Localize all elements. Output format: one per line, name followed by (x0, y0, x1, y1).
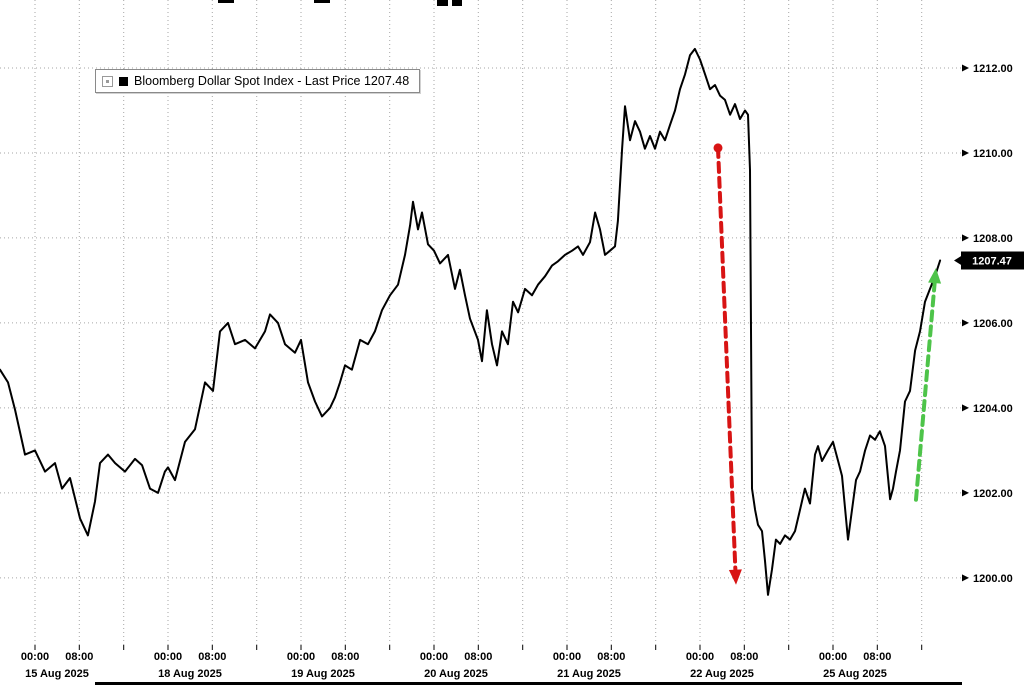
svg-text:1206.00: 1206.00 (973, 318, 1013, 330)
svg-text:08:00: 08:00 (464, 651, 492, 663)
rebound-arrow (914, 268, 942, 502)
cropped-top-artifact (218, 0, 462, 6)
svg-text:22 Aug 2025: 22 Aug 2025 (690, 668, 754, 680)
svg-text:00:00: 00:00 (686, 651, 714, 663)
crash-arrow (713, 143, 742, 585)
svg-text:15 Aug 2025: 15 Aug 2025 (25, 668, 89, 680)
svg-text:1204.00: 1204.00 (973, 403, 1013, 415)
svg-text:1212.00: 1212.00 (973, 63, 1013, 75)
svg-text:08:00: 08:00 (730, 651, 758, 663)
svg-text:20 Aug 2025: 20 Aug 2025 (424, 668, 488, 680)
svg-text:00:00: 00:00 (420, 651, 448, 663)
x-axis: 00:00 08:00 15 Aug 2025 00:00 08:00 18 Aug 20… (21, 645, 923, 680)
svg-text:18 Aug 2025: 18 Aug 2025 (158, 668, 222, 680)
svg-text:00:00: 00:00 (154, 651, 182, 663)
svg-text:00:00: 00:00 (819, 651, 847, 663)
svg-text:1210.00: 1210.00 (973, 148, 1013, 160)
svg-text:08:00: 08:00 (597, 651, 625, 663)
svg-text:21 Aug 2025: 21 Aug 2025 (557, 668, 621, 680)
svg-text:08:00: 08:00 (331, 651, 359, 663)
svg-text:19 Aug 2025: 19 Aug 2025 (291, 668, 355, 680)
svg-text:1200.00: 1200.00 (973, 573, 1013, 585)
svg-text:25 Aug 2025: 25 Aug 2025 (823, 668, 887, 680)
bottom-border (95, 682, 962, 685)
gridlines (0, 0, 962, 645)
svg-text:1202.00: 1202.00 (973, 488, 1013, 500)
legend-expand-icon[interactable] (102, 75, 113, 87)
price-line (0, 47, 942, 596)
svg-text:1208.00: 1208.00 (973, 233, 1013, 245)
chart-legend[interactable]: Bloomberg Dollar Spot Index - Last Price… (95, 69, 421, 93)
svg-text:08:00: 08:00 (863, 651, 891, 663)
legend-label: Bloomberg Dollar Spot Index - Last Price… (134, 74, 410, 88)
y-axis: 1200.00 1202.00 1204.00 1206.00 1208.00 1210.… (962, 63, 1013, 585)
svg-text:08:00: 08:00 (198, 651, 226, 663)
svg-text:00:00: 00:00 (553, 651, 581, 663)
svg-text:1207.47: 1207.47 (972, 256, 1012, 268)
series-color-swatch (119, 76, 128, 86)
last-price-tag: 1207.47 (954, 251, 1024, 270)
svg-text:00:00: 00:00 (21, 651, 49, 663)
svg-text:00:00: 00:00 (287, 651, 315, 663)
legend-expand-dot (106, 79, 109, 83)
svg-text:08:00: 08:00 (65, 651, 93, 663)
